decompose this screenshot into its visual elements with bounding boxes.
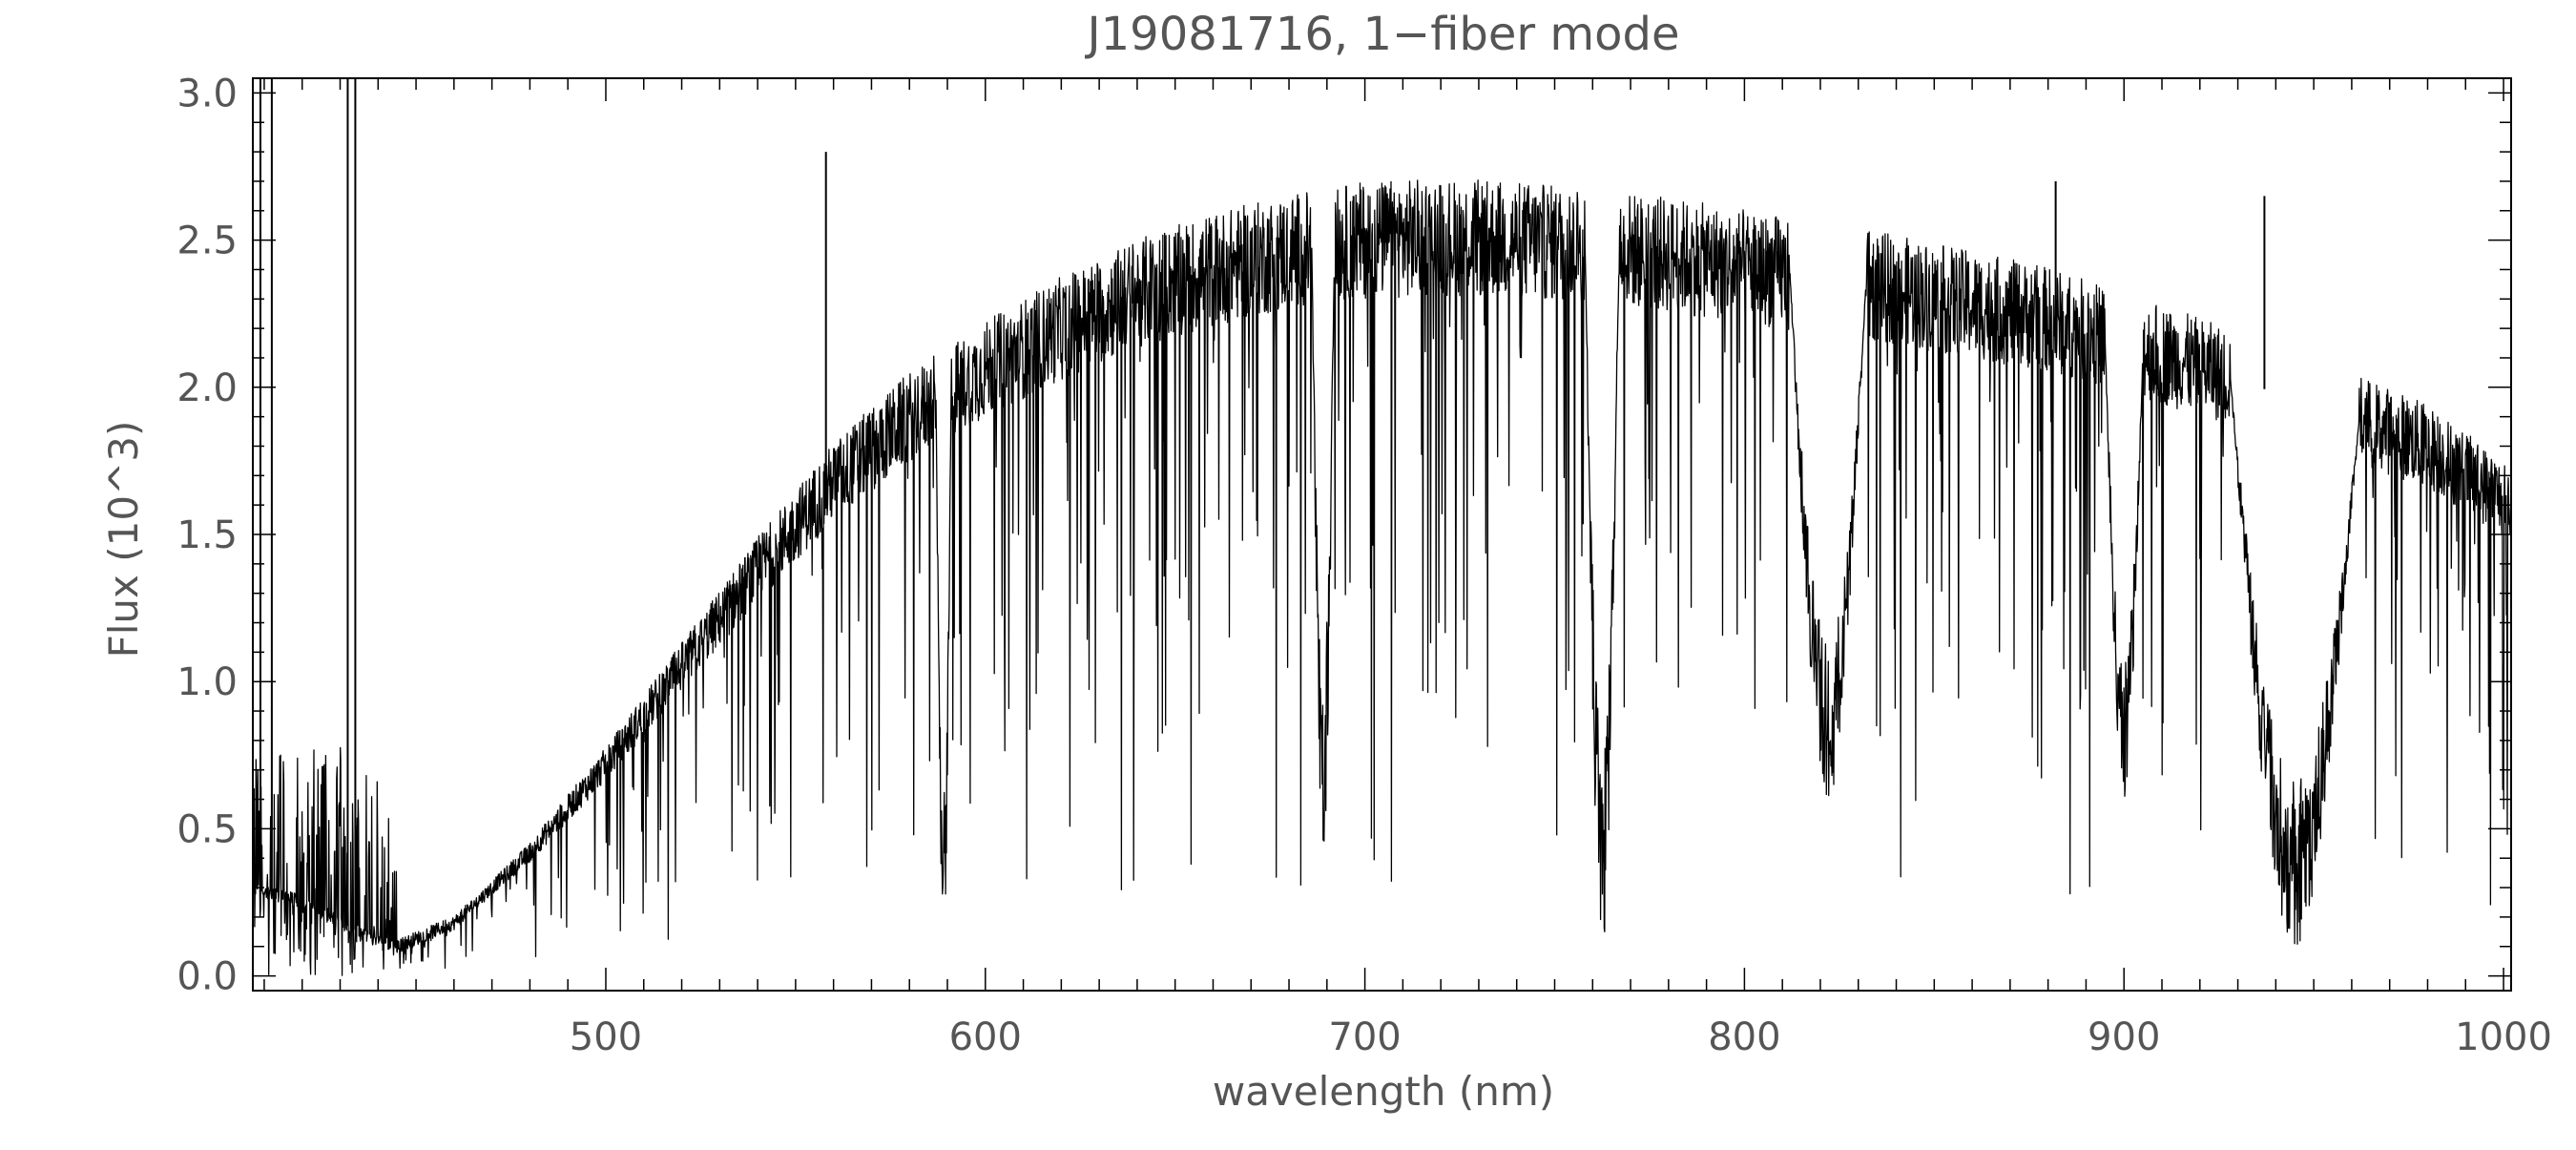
y-tick-label: 2.0	[177, 366, 238, 410]
y-tick-label: 0.5	[177, 807, 238, 851]
x-tick-label: 900	[2088, 1015, 2160, 1059]
plot-area	[253, 78, 2511, 976]
x-tick-label: 800	[1708, 1015, 1780, 1059]
y-tick-label: 1.0	[177, 660, 238, 704]
x-tick-label: 600	[949, 1015, 1022, 1059]
spectrum-line	[253, 179, 2511, 976]
x-tick-label: 700	[1328, 1015, 1401, 1059]
x-tick-label: 500	[570, 1015, 642, 1059]
axis-ticks: 500 600 700 800 900 1000 0.0 0.5 1.0 1.5 2.0 2.5 3.0	[177, 72, 2552, 1059]
x-axis-title: wavelength (nm)	[1213, 1068, 1554, 1115]
y-tick-label: 1.5	[177, 513, 238, 557]
x-tick-label: 1000	[2455, 1015, 2552, 1059]
y-tick-label: 0.0	[177, 955, 238, 999]
y-tick-label: 2.5	[177, 220, 238, 263]
y-axis-title: Flux (10^3)	[100, 421, 147, 659]
chart-title: J19081716, 1−fiber mode	[1084, 8, 1679, 61]
y-tick-label: 3.0	[177, 72, 238, 115]
